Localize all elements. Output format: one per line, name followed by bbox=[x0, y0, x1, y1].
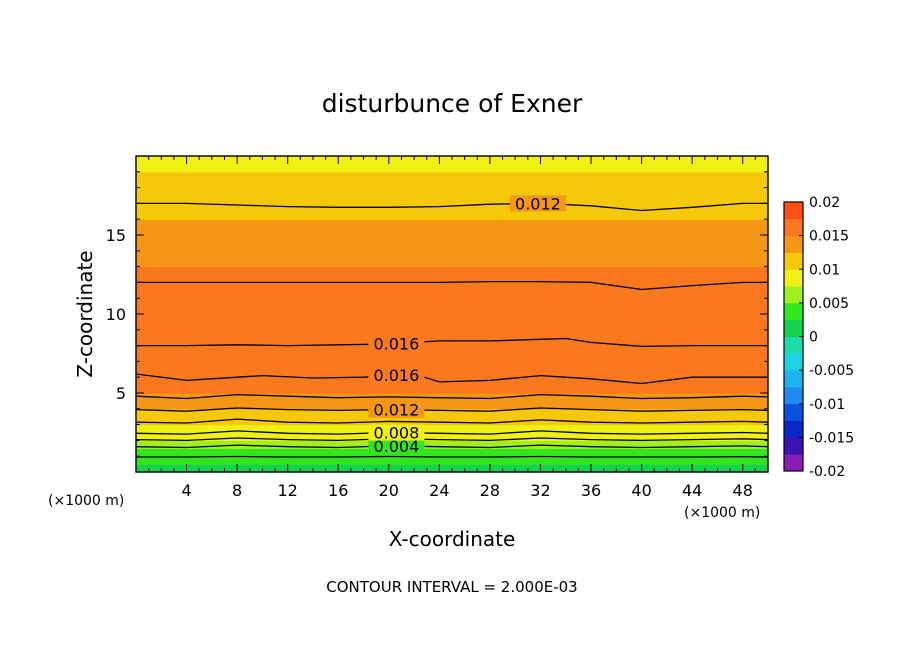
contour-label: 0.004 bbox=[373, 437, 419, 456]
contour-line bbox=[136, 407, 768, 412]
colorbar: 0.02 0.015 0.01 0.005 0 -0.005 -0.01 -0.015 -0.0… bbox=[783, 195, 854, 480]
contour-label: 0.016 bbox=[373, 335, 419, 354]
colorbar-tick-label: -0.02 bbox=[809, 464, 845, 480]
x-tick-label: 16 bbox=[328, 481, 348, 500]
colorbar-cell bbox=[784, 286, 803, 304]
contour-band bbox=[136, 416, 768, 426]
y-tick-label: 5 bbox=[116, 384, 126, 403]
contour-band bbox=[136, 187, 768, 204]
x-tick-label: 4 bbox=[181, 481, 191, 500]
colorbar-cell bbox=[784, 403, 803, 421]
colorbar-cell bbox=[784, 319, 803, 337]
x-tick-label: 28 bbox=[480, 481, 500, 500]
contour-band bbox=[136, 345, 768, 362]
contour-label: 0.016 bbox=[373, 366, 419, 385]
contour-label-bg bbox=[368, 401, 425, 418]
contour-band bbox=[136, 448, 768, 457]
contour-label-bg bbox=[368, 335, 425, 352]
contour-label-bg bbox=[368, 367, 425, 384]
x-unit-right: (×1000 m) bbox=[684, 505, 760, 521]
colorbar-tick-label: -0.005 bbox=[809, 363, 854, 379]
contour-band bbox=[136, 329, 768, 347]
colorbar-cell bbox=[784, 218, 803, 237]
x-tick-label: 32 bbox=[530, 481, 550, 500]
x-tick-label: 12 bbox=[278, 481, 298, 500]
colorbar-cell bbox=[784, 336, 803, 354]
colorbar-cell bbox=[784, 353, 803, 371]
colorbar-cell bbox=[784, 437, 803, 455]
contour-band bbox=[136, 219, 768, 236]
contour-label: 0.012 bbox=[373, 401, 419, 420]
x-tick-label: 20 bbox=[379, 481, 399, 500]
contour-band bbox=[136, 456, 768, 465]
x-unit-left: (×1000 m) bbox=[48, 493, 124, 509]
colorbar-tick-label: 0.01 bbox=[809, 262, 840, 278]
x-tick-label: 48 bbox=[733, 481, 753, 500]
contour-band bbox=[136, 408, 768, 418]
contour-band bbox=[136, 171, 768, 189]
contour-label-bg bbox=[509, 195, 566, 212]
contour-band bbox=[136, 298, 768, 315]
contour-line bbox=[136, 444, 768, 449]
colorbar-cell bbox=[784, 302, 803, 321]
colorbar-cell bbox=[784, 202, 803, 220]
colorbar-cell bbox=[784, 269, 803, 287]
colorbar-cell bbox=[784, 235, 803, 253]
contour-band bbox=[136, 314, 768, 331]
x-tick-label: 8 bbox=[232, 481, 242, 500]
contour-interval-note: CONTOUR INTERVAL = 2.000E-03 bbox=[326, 578, 577, 596]
colorbar-cell bbox=[784, 252, 803, 270]
contour-band bbox=[136, 440, 768, 449]
contour-band bbox=[136, 156, 768, 173]
colorbar-cell bbox=[784, 386, 803, 405]
y-axis-label: Z-coordinate bbox=[73, 250, 97, 377]
y-tick-label: 10 bbox=[106, 305, 126, 324]
colorbar-tick-label: -0.01 bbox=[809, 397, 845, 413]
colorbar-tick-label: 0.015 bbox=[809, 229, 849, 245]
contour-band bbox=[136, 432, 768, 441]
colorbar-tick-label: -0.015 bbox=[809, 430, 854, 446]
chart-title: disturbunce of Exner bbox=[322, 89, 583, 118]
contour-label-bg bbox=[368, 424, 425, 441]
contour-line bbox=[136, 455, 768, 458]
contour-band bbox=[136, 282, 768, 299]
colorbar-cell bbox=[784, 420, 803, 438]
colorbar-tick-label: 0 bbox=[809, 330, 818, 346]
colorbar-cell bbox=[784, 370, 803, 388]
colorbar-cell bbox=[784, 454, 803, 472]
contour-band bbox=[136, 235, 768, 252]
contour-label-bg bbox=[368, 438, 425, 455]
y-tick-label: 15 bbox=[106, 226, 126, 245]
contour-line bbox=[136, 430, 768, 435]
contour-band bbox=[136, 361, 768, 378]
contour-label: 0.012 bbox=[515, 194, 561, 213]
contour-band bbox=[136, 377, 768, 394]
contour-line bbox=[136, 202, 768, 212]
x-tick-label: 40 bbox=[631, 481, 651, 500]
colorbar-tick-label: 0.02 bbox=[809, 195, 840, 211]
contour-line bbox=[136, 437, 768, 442]
contour-band bbox=[136, 400, 768, 410]
x-tick-label: 44 bbox=[682, 481, 702, 500]
contour-band bbox=[136, 424, 768, 434]
contour-band bbox=[136, 250, 768, 268]
x-tick-label: 24 bbox=[429, 481, 449, 500]
contour-label: 0.008 bbox=[373, 424, 419, 443]
colorbar-tick-label: 0.005 bbox=[809, 296, 849, 312]
contour-band bbox=[136, 266, 768, 283]
contour-line bbox=[136, 393, 768, 400]
x-tick-label: 36 bbox=[581, 481, 601, 500]
x-axis-label: X-coordinate bbox=[389, 527, 516, 551]
contour-line bbox=[136, 337, 768, 348]
contour-line bbox=[136, 418, 768, 424]
contour-line bbox=[136, 373, 768, 385]
contour-line bbox=[136, 280, 768, 291]
